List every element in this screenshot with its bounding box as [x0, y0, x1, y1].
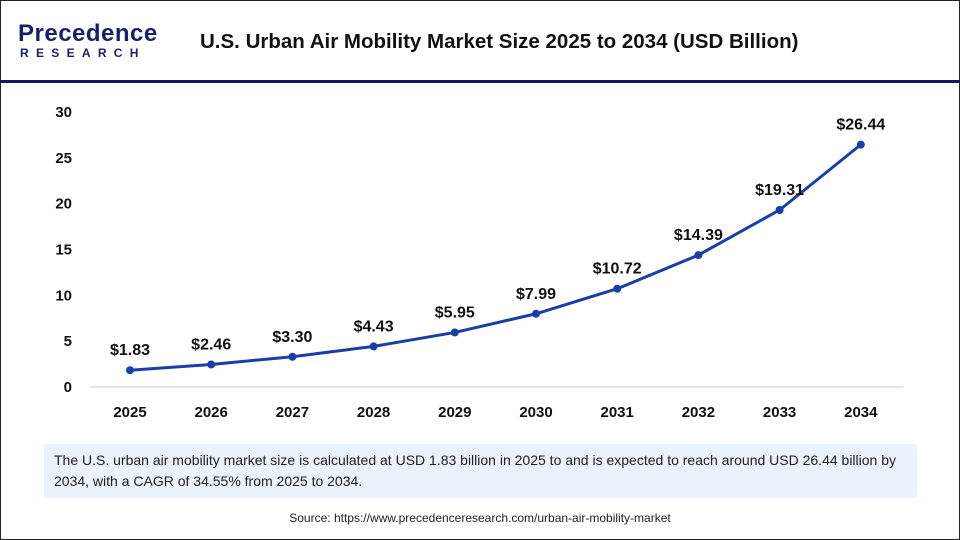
x-tick-label: 2025: [113, 404, 146, 421]
data-point: [450, 328, 459, 337]
x-tick-label: 2030: [519, 404, 552, 421]
data-point: [207, 360, 216, 369]
source-text: Source: https://www.precedenceresearch.c…: [289, 511, 671, 525]
x-tick-label: 2032: [682, 404, 715, 421]
data-label: $7.99: [516, 286, 556, 303]
data-point: [369, 342, 378, 351]
data-point: [694, 251, 703, 260]
data-point: [613, 284, 622, 293]
logo: Precedence RESEARCH: [18, 22, 158, 62]
x-tick-label: 2028: [357, 404, 390, 421]
data-label: $14.39: [674, 227, 723, 244]
data-point: [532, 309, 540, 318]
logo-subtitle: RESEARCH: [20, 46, 146, 60]
data-point: [126, 366, 134, 375]
data-point: [288, 352, 297, 361]
data-label: $10.72: [593, 261, 642, 278]
data-label: $2.46: [191, 336, 231, 353]
y-tick-label: 25: [55, 150, 72, 167]
x-tick-label: 2027: [276, 404, 309, 421]
data-label: $5.95: [435, 304, 475, 321]
data-label: $3.30: [272, 329, 312, 346]
series-line: [129, 143, 862, 372]
x-tick-label: 2029: [438, 404, 471, 421]
y-tick-label: 5: [64, 333, 72, 350]
data-point: [856, 140, 865, 149]
chart-title: U.S. Urban Air Mobility Market Size 2025…: [200, 30, 799, 53]
logo-wordmark: Precedence: [18, 20, 158, 47]
data-label: $26.44: [836, 117, 885, 134]
header: Precedence RESEARCH U.S. Urban Air Mobil…: [0, 0, 960, 83]
summary-note: The U.S. urban air mobility market size …: [44, 444, 917, 498]
data-label: $1.83: [110, 342, 150, 359]
y-tick-label: 15: [55, 242, 72, 259]
x-tick-label: 2031: [601, 404, 634, 421]
x-tick-label: 2026: [195, 404, 228, 421]
y-tick-label: 20: [55, 196, 72, 213]
data-point: [775, 205, 784, 214]
data-label: $4.43: [354, 318, 394, 335]
y-tick-label: 10: [55, 287, 72, 304]
x-tick-label: 2033: [763, 404, 796, 421]
y-tick-label: 0: [64, 379, 72, 396]
data-label: $19.31: [755, 182, 804, 199]
x-tick-label: 2034: [844, 404, 878, 421]
y-tick-label: 30: [55, 104, 72, 121]
